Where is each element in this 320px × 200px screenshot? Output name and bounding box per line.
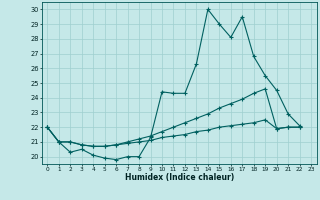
X-axis label: Humidex (Indice chaleur): Humidex (Indice chaleur) (124, 173, 234, 182)
